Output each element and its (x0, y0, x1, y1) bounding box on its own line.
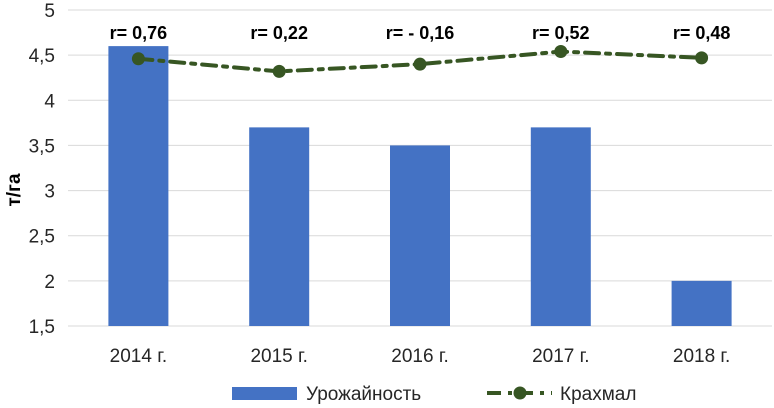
line-point (131, 52, 145, 66)
y-axis-label: т/га (4, 173, 25, 206)
line-point (272, 64, 286, 78)
legend-swatch-bar (232, 387, 297, 400)
legend: Урожайность Крахмал (232, 384, 636, 405)
y-tick-label: 1,5 (29, 317, 55, 338)
y-tick-label: 5 (44, 1, 55, 22)
y-tick-label: 4,5 (29, 46, 55, 67)
x-tick-label: 2015 г. (250, 346, 307, 367)
y-tick-label: 2,5 (29, 227, 55, 248)
bar (530, 127, 591, 326)
line-series (131, 45, 709, 78)
x-tick-label: 2016 г. (391, 346, 448, 367)
y-axis-ticks: 1,5 2 2,5 3 3,5 4 4,5 5 (29, 1, 56, 338)
y-tick-label: 3 (44, 182, 55, 203)
legend-label: Урожайность (306, 384, 421, 405)
line-point (695, 51, 709, 65)
bar (390, 145, 450, 326)
correlation-label: r= 0,22 (250, 23, 308, 43)
bar (249, 127, 310, 326)
bar (108, 46, 169, 326)
correlation-label: r= 0,48 (673, 23, 731, 43)
y-tick-label: 3,5 (29, 136, 55, 157)
bar-series (108, 46, 732, 326)
x-axis-ticks: 2014 г. 2015 г. 2016 г. 2017 г. 2018 г. (110, 346, 731, 367)
correlation-labels: r= 0,76 r= 0,22 r= - 0,16 r= 0,52 r= 0,48 (110, 23, 731, 43)
y-tick-label: 2 (44, 272, 55, 293)
line-point (413, 57, 427, 71)
legend-label: Крахмал (560, 384, 636, 405)
legend-swatch-marker (513, 386, 527, 400)
x-tick-label: 2018 г. (673, 346, 730, 367)
y-tick-label: 4 (44, 91, 55, 112)
bar (671, 280, 732, 326)
x-tick-label: 2017 г. (532, 346, 589, 367)
correlation-label: r= - 0,16 (386, 23, 455, 43)
x-tick-label: 2014 г. (110, 346, 167, 367)
correlation-label: r= 0,52 (532, 23, 590, 43)
correlation-label: r= 0,76 (110, 23, 168, 43)
line-point (554, 45, 568, 59)
